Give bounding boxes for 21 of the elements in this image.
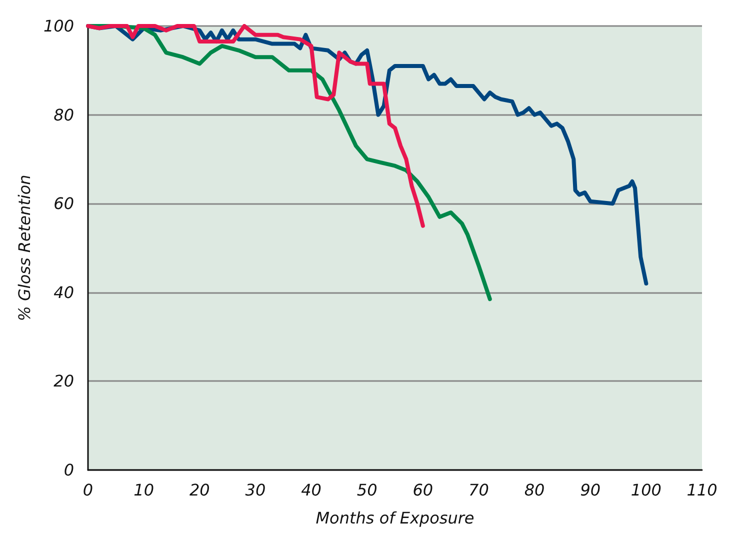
x-tick-label: 50 [356,480,378,500]
y-tick-label: 0 [64,460,74,480]
x-tick-label: 110 [686,480,718,500]
x-tick-label: 10 [134,480,154,500]
y-tick-label: 60 [54,194,74,214]
x-tick-label: 80 [524,480,545,500]
x-axis-title: Months of Exposure [316,508,474,528]
y-tick-label: 80 [54,105,74,124]
y-tick-label: 100 [43,16,74,36]
line-series [86,24,425,228]
x-tick-label: 30 [245,480,266,500]
x-tick-label: 40 [301,480,322,500]
x-tick-label: 100 [630,480,662,500]
x-tick-label: 70 [468,480,489,500]
x-tick-label: 60 [412,480,434,500]
y-tick-label: 40 [54,282,74,302]
y-axis-title: % Gloss Retention [15,174,34,322]
x-tick-label: 20 [189,480,210,500]
x-tick-label: 90 [580,480,601,500]
x-tick-label: 0 [82,480,94,500]
y-tick-label: 20 [54,372,74,391]
